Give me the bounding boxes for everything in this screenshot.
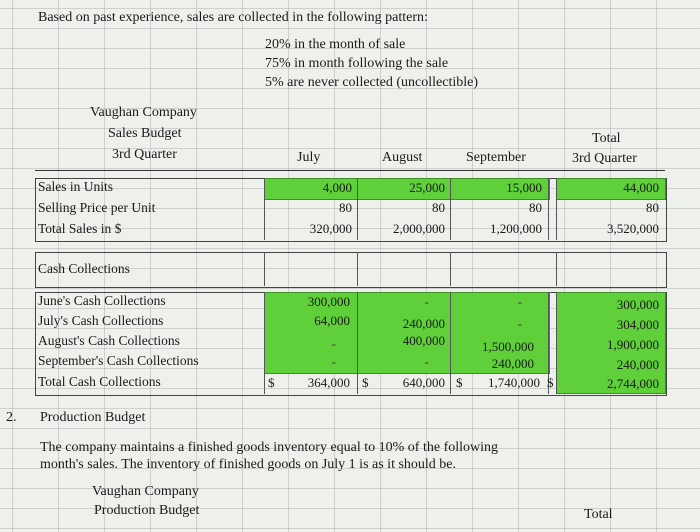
cell[interactable]: 364,000 (307, 375, 350, 390)
quarter-title: 3rd Quarter (112, 147, 177, 162)
divider (548, 292, 549, 394)
cell[interactable]: 25,000 (409, 180, 445, 195)
production-budget-title: Production Budget (94, 503, 200, 518)
cell[interactable]: - (424, 354, 429, 369)
cell[interactable]: 304,000 (616, 317, 659, 332)
divider (556, 292, 557, 394)
header-underline (35, 170, 665, 171)
cell[interactable]: 240,000 (491, 356, 534, 371)
cell[interactable]: - (331, 336, 336, 351)
col-3rd-quarter: 3rd Quarter (572, 151, 637, 166)
currency-sign: $ (362, 375, 369, 390)
cell[interactable]: 400,000 (402, 333, 445, 348)
row-label-price: Selling Price per Unit (38, 200, 156, 215)
production-text-1: The company maintains a finished goods i… (40, 440, 499, 455)
currency-sign: $ (456, 375, 463, 390)
row-label-july: July's Cash Collections (38, 313, 164, 328)
section-number: 2. (6, 410, 17, 425)
cell[interactable]: - (424, 294, 429, 309)
cell[interactable]: 300,000 (307, 294, 350, 309)
divider (264, 178, 265, 240)
cell[interactable]: 640,000 (402, 375, 445, 390)
production-total-label: Total (584, 507, 613, 522)
currency-sign: $ (268, 375, 275, 390)
production-heading: Production Budget (40, 410, 146, 425)
cell[interactable]: 1,900,000 (607, 337, 659, 352)
sales-budget-title: Sales Budget (108, 126, 182, 141)
col-august: August (382, 150, 423, 165)
cell[interactable]: 15,000 (506, 180, 542, 195)
pattern-line-2: 75% in month following the sale (265, 56, 449, 71)
cell[interactable]: 2,744,000 (607, 376, 659, 391)
divider (556, 178, 557, 240)
cash-collections-header: Cash Collections (38, 261, 130, 276)
divider (264, 252, 265, 286)
cell[interactable]: 240,000 (616, 357, 659, 372)
cell[interactable]: 2,000,000 (393, 221, 445, 236)
row-label-june: June's Cash Collections (38, 293, 166, 308)
col-september: September (466, 150, 526, 165)
divider (264, 292, 265, 394)
cell[interactable]: 80 (646, 200, 659, 215)
cell[interactable]: 4,000 (322, 180, 352, 195)
cell[interactable]: - (517, 294, 522, 309)
cell[interactable]: 3,520,000 (607, 221, 659, 236)
row-label-september: September's Cash Collections (38, 353, 199, 368)
divider (357, 252, 358, 286)
currency-sign: $ (547, 375, 554, 390)
col-july: July (297, 150, 321, 165)
pattern-line-1: 20% in the month of sale (265, 37, 406, 52)
cell[interactable]: - (517, 316, 522, 331)
row-label-august: August's Cash Collections (38, 333, 180, 348)
cell[interactable]: 1,500,000 (482, 339, 534, 354)
cell[interactable]: 240,000 (402, 316, 445, 331)
cash-total-fill (556, 292, 666, 394)
row-label-total-cash: Total Cash Collections (38, 374, 161, 389)
cell[interactable]: 320,000 (309, 221, 352, 236)
cell[interactable]: 64,000 (314, 313, 350, 328)
cash-fill (264, 292, 550, 374)
pattern-line-3: 5% are never collected (uncollectible) (265, 75, 478, 90)
divider (450, 178, 451, 240)
row-label-sales-units: Sales in Units (38, 179, 114, 194)
cash-header-border (35, 252, 667, 288)
divider (450, 292, 451, 394)
cell[interactable]: 80 (529, 200, 542, 215)
divider (556, 252, 557, 286)
cell[interactable]: 80 (339, 200, 352, 215)
col-total: Total (592, 131, 621, 146)
cell[interactable]: - (331, 354, 336, 369)
cell[interactable]: 1,740,000 (488, 375, 540, 390)
divider (548, 178, 549, 240)
divider (357, 292, 358, 394)
divider (450, 252, 451, 286)
divider (357, 178, 358, 240)
cell[interactable]: 80 (432, 200, 445, 215)
production-company-name: Vaughan Company (92, 484, 199, 499)
cell[interactable]: 1,200,000 (490, 221, 542, 236)
cell[interactable]: 300,000 (616, 297, 659, 312)
cell[interactable]: 44,000 (623, 180, 659, 195)
production-text-2: month's sales. The inventory of finished… (40, 457, 457, 472)
intro-text: Based on past experience, sales are coll… (38, 10, 428, 25)
row-label-total-sales: Total Sales in $ (38, 221, 122, 236)
company-name: Vaughan Company (90, 105, 197, 120)
